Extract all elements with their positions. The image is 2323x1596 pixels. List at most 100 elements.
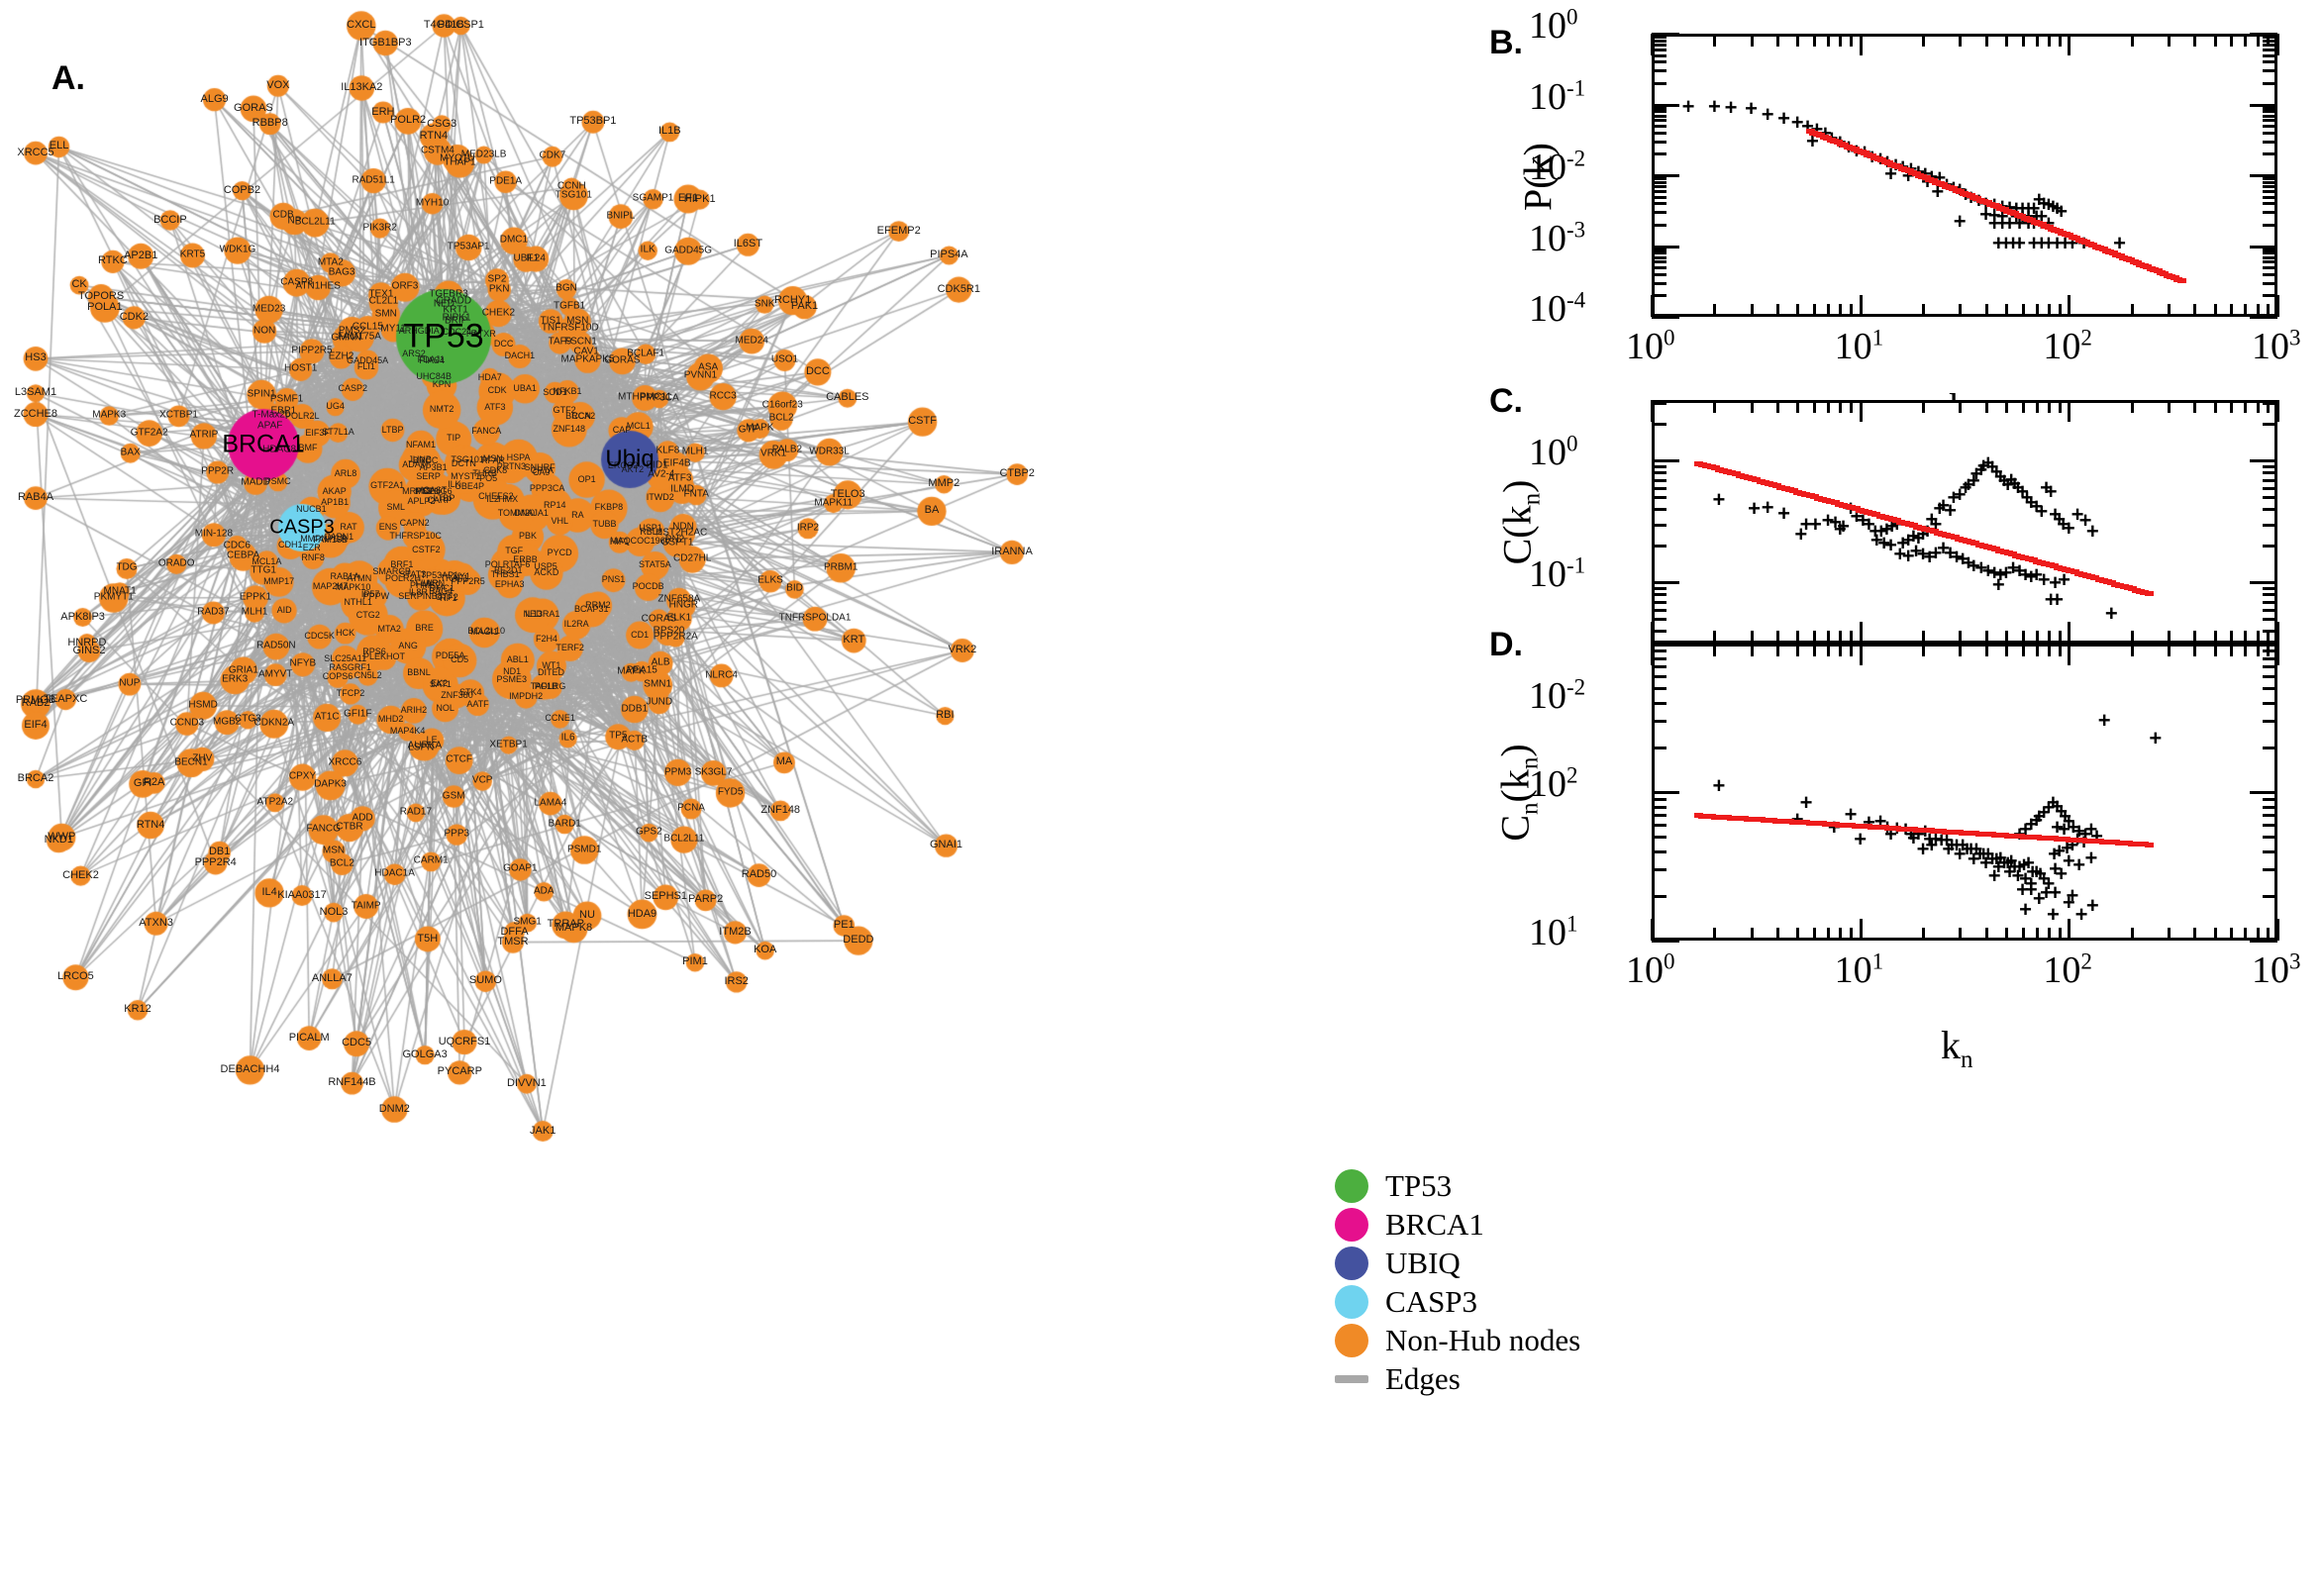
data-point: + — [2104, 601, 2118, 627]
x-tick — [2004, 34, 2008, 47]
x-tick — [1796, 928, 1800, 941]
data-point: + — [2040, 879, 2054, 905]
y-tick — [2263, 48, 2277, 51]
x-tick — [2130, 304, 2134, 317]
data-point: + — [2062, 515, 2075, 541]
x-tick — [1859, 400, 1863, 422]
data-point: + — [1911, 526, 1925, 550]
data-point: + — [1925, 506, 1939, 532]
x-tick — [1839, 304, 1843, 317]
y-tick — [1652, 114, 1666, 118]
legend-item-label: CASP3 — [1385, 1284, 1478, 1319]
x-tick — [2276, 644, 2279, 665]
x-tick — [1812, 644, 1816, 656]
x-tick — [1713, 631, 1717, 644]
y-tick — [2263, 496, 2277, 500]
data-point: + — [1937, 492, 1950, 518]
y-tick — [2250, 643, 2277, 646]
x-tick — [2267, 304, 2271, 317]
x-tick — [1827, 631, 1831, 644]
data-point: + — [1916, 542, 1930, 567]
data-point: + — [2084, 816, 2098, 842]
x-tick — [2213, 34, 2217, 47]
data-point: + — [1896, 530, 1910, 555]
x-tick — [1959, 928, 1963, 941]
y-tick — [2263, 177, 2277, 181]
data-point: + — [2003, 858, 2016, 884]
y-tick — [2263, 465, 2277, 469]
data-point: + — [2004, 848, 2018, 874]
x-tick — [1922, 34, 1926, 47]
x-tick — [2213, 400, 2217, 413]
x-tick — [2021, 644, 2025, 656]
y-tick — [1652, 211, 1666, 215]
x-tick — [1651, 919, 1654, 941]
x-tick — [2256, 304, 2260, 317]
y-tick — [1652, 593, 1666, 597]
x-tick — [1827, 928, 1831, 941]
y-tick — [2263, 140, 2277, 144]
data-point: + — [1777, 500, 1790, 526]
x-tick — [1984, 304, 1988, 317]
data-point: + — [1974, 456, 1988, 482]
y-tick — [1652, 581, 1679, 585]
x-tick — [1850, 34, 1854, 47]
data-point: + — [1962, 549, 1975, 575]
y-tick-label: 10-4 — [1529, 287, 1586, 330]
data-point: + — [2049, 856, 2062, 882]
x-tick — [1839, 631, 1843, 644]
data-point: + — [2085, 519, 2099, 545]
x-tick — [1713, 644, 1717, 656]
y-tick — [1652, 140, 1666, 144]
data-point: + — [2035, 499, 2049, 525]
data-point: + — [1707, 93, 1721, 119]
data-point: + — [2013, 854, 2026, 880]
y-tick — [1652, 508, 1666, 512]
data-point: + — [1967, 553, 1980, 579]
x-tick — [2058, 644, 2062, 656]
data-point: + — [2051, 230, 2065, 255]
x-tick — [1984, 928, 1988, 941]
y-tick — [1652, 152, 1666, 156]
data-point: + — [1923, 545, 1937, 570]
x-tick — [2244, 631, 2248, 644]
data-point: + — [1993, 845, 2007, 870]
x-tick — [2004, 631, 2008, 644]
data-point: + — [1712, 772, 1726, 798]
data-point: + — [2062, 848, 2075, 874]
y-tick — [2263, 81, 2277, 85]
data-point: + — [2078, 508, 2092, 534]
data-point: + — [2004, 466, 2018, 492]
y-tick — [1652, 33, 1679, 36]
legend-item-label: TP53 — [1385, 1168, 1453, 1203]
y-tick — [2263, 665, 2277, 669]
y-tick — [1652, 423, 1666, 427]
data-point: + — [2046, 789, 2060, 815]
x-tick — [1812, 928, 1816, 941]
legend-item-label: Edges — [1385, 1361, 1461, 1396]
x-tick — [1850, 928, 1854, 941]
data-point: + — [2006, 555, 2020, 581]
x-tick — [1839, 34, 1843, 47]
x-tick — [2167, 631, 2171, 644]
data-point: + — [1909, 539, 1923, 564]
x-tick — [2047, 304, 2051, 317]
x-tick — [1959, 34, 1963, 47]
data-point: + — [2020, 484, 2034, 510]
data-point: + — [2066, 882, 2079, 908]
data-point: + — [1956, 547, 1970, 572]
data-point: + — [2019, 897, 2033, 923]
y-tick — [2263, 251, 2277, 255]
data-point: + — [2051, 195, 2065, 221]
x-tick — [2068, 295, 2071, 317]
y-tick — [2263, 223, 2277, 227]
data-point: + — [2053, 838, 2067, 863]
data-point: + — [1991, 572, 2005, 598]
y-tick — [2263, 593, 2277, 597]
y-tick — [1652, 868, 1666, 872]
x-tick — [2021, 928, 2025, 941]
x-tick — [1859, 644, 1863, 665]
y-tick — [1652, 459, 1679, 463]
x-tick — [2193, 304, 2197, 317]
data-point: + — [1997, 468, 2011, 494]
